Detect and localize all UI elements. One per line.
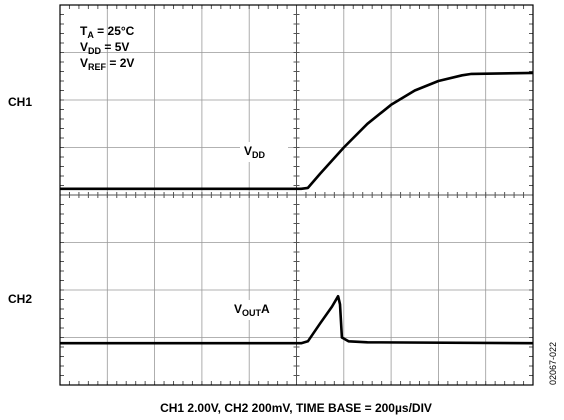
condition-label-part: A xyxy=(87,30,94,40)
label-background xyxy=(230,300,292,320)
trace-label-part: A xyxy=(261,302,270,316)
channel-label: CH1 xyxy=(8,95,32,109)
condition-label-part: = 2V xyxy=(106,56,134,70)
trace-label-part: V xyxy=(234,302,242,316)
condition-label-part: V xyxy=(80,56,88,70)
figure-code: 02067-022 xyxy=(548,342,558,385)
condition-label-part: = 25°C xyxy=(94,24,135,38)
trace xyxy=(60,71,534,191)
caption: CH1 2.00V, CH2 200mV, TIME BASE = 200µs/… xyxy=(160,401,432,415)
trace-label: VDD xyxy=(244,144,266,160)
trace-label-part: OUT xyxy=(242,308,262,318)
trace xyxy=(60,294,534,345)
trace-label: VOUTA xyxy=(234,302,270,318)
plot-frame xyxy=(59,4,534,386)
channel-label: CH2 xyxy=(8,292,32,306)
condition-label: VDD = 5V xyxy=(80,40,129,56)
condition-label-part: V xyxy=(80,40,88,54)
condition-label: VREF = 2V xyxy=(80,56,134,72)
trace-label-part: V xyxy=(244,144,252,158)
condition-label-part: = 5V xyxy=(101,40,129,54)
condition-label: TA = 25°C xyxy=(80,24,135,40)
trace-label-part: DD xyxy=(252,150,265,160)
condition-label-part: T xyxy=(80,24,88,38)
condition-label-part: REF xyxy=(88,62,107,72)
label-background xyxy=(240,142,288,162)
condition-label-part: DD xyxy=(88,46,101,56)
